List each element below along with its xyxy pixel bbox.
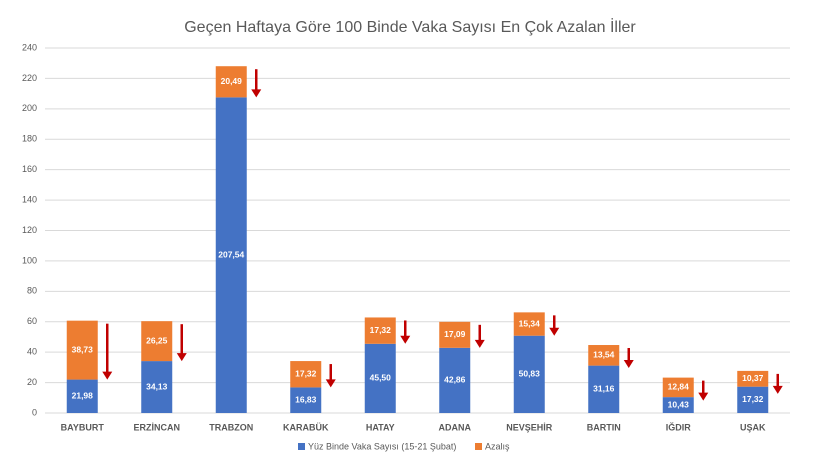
x-tick-label: BARTIN xyxy=(587,422,621,432)
bar-segment xyxy=(439,321,471,348)
x-tick-label: HATAY xyxy=(366,422,395,432)
bar-segment xyxy=(737,370,769,387)
value-label: 31,16 xyxy=(593,384,615,394)
value-label: 207,54 xyxy=(218,249,244,259)
y-tick-label: 100 xyxy=(22,255,37,265)
value-label: 21,98 xyxy=(72,391,94,401)
legend-swatch xyxy=(475,443,482,450)
arrow-head xyxy=(772,385,783,394)
bar-segment xyxy=(364,317,396,344)
y-tick-label: 160 xyxy=(22,164,37,174)
legend-swatch xyxy=(298,443,305,450)
arrow-head xyxy=(251,89,262,98)
value-label: 17,32 xyxy=(742,394,764,404)
arrow-head xyxy=(400,335,411,344)
bar-segment xyxy=(439,347,471,413)
bar-segment xyxy=(141,321,173,362)
y-tick-label: 200 xyxy=(22,103,37,113)
bar-segment xyxy=(215,97,247,414)
bar-segment xyxy=(513,335,545,413)
value-label: 10,37 xyxy=(742,373,764,383)
bar-segment xyxy=(141,361,173,413)
arrow-head xyxy=(325,379,336,388)
y-tick-label: 60 xyxy=(27,316,37,326)
x-tick-label: NEVŞEHİR xyxy=(506,422,553,432)
y-tick-label: 220 xyxy=(22,73,37,83)
x-tick-label: TRABZON xyxy=(209,422,253,432)
x-tick-label: KARABÜK xyxy=(283,422,329,432)
arrow-head xyxy=(623,360,634,369)
value-label: 26,25 xyxy=(146,335,168,345)
arrow-head xyxy=(176,353,187,362)
y-tick-label: 0 xyxy=(32,407,37,417)
value-label: 20,49 xyxy=(221,76,243,86)
bar-segment xyxy=(364,343,396,413)
bar-segment xyxy=(66,379,98,413)
bar-segment xyxy=(66,320,98,380)
value-label: 45,50 xyxy=(370,373,392,383)
chart-title: Geçen Haftaya Göre 100 Binde Vaka Sayısı… xyxy=(184,17,636,36)
y-tick-label: 140 xyxy=(22,194,37,204)
x-tick-label: IĞDIR xyxy=(666,421,692,432)
legend-label: Yüz Binde Vaka Sayısı (15-21 Şubat) xyxy=(308,441,456,451)
y-tick-label: 40 xyxy=(27,347,37,357)
bar-segment xyxy=(290,387,322,413)
value-label: 10,43 xyxy=(668,399,690,409)
y-tick-label: 20 xyxy=(27,377,37,387)
arrow-head xyxy=(549,327,560,336)
bar-segment xyxy=(215,66,247,98)
value-label: 12,84 xyxy=(668,382,690,392)
value-label: 17,09 xyxy=(444,329,466,339)
x-tick-label: ERZİNCAN xyxy=(134,422,181,432)
value-label: 15,34 xyxy=(519,318,541,328)
bar-segment xyxy=(513,312,545,336)
y-tick-label: 240 xyxy=(22,42,37,52)
bar-segment xyxy=(662,377,694,398)
bar-segment xyxy=(588,345,620,366)
arrow-head xyxy=(474,339,485,348)
arrow-head xyxy=(698,392,709,401)
x-tick-label: UŞAK xyxy=(740,422,766,432)
value-label: 17,32 xyxy=(370,325,392,335)
y-tick-label: 180 xyxy=(22,134,37,144)
bar-segment xyxy=(737,386,769,413)
value-label: 17,32 xyxy=(295,368,317,378)
value-label: 13,54 xyxy=(593,350,615,360)
y-tick-label: 80 xyxy=(27,286,37,296)
bar-segment xyxy=(588,365,620,413)
x-tick-label: BAYBURT xyxy=(61,422,105,432)
bar-segment xyxy=(290,361,322,388)
value-label: 34,13 xyxy=(146,381,168,391)
value-label: 16,83 xyxy=(295,394,317,404)
arrow-head xyxy=(102,371,113,380)
value-label: 50,83 xyxy=(519,369,541,379)
x-tick-label: ADANA xyxy=(439,422,472,432)
y-tick-label: 120 xyxy=(22,225,37,235)
bar-segment xyxy=(662,397,694,413)
value-label: 38,73 xyxy=(72,344,94,354)
legend-label: Azalış xyxy=(485,441,510,451)
value-label: 42,86 xyxy=(444,375,466,385)
